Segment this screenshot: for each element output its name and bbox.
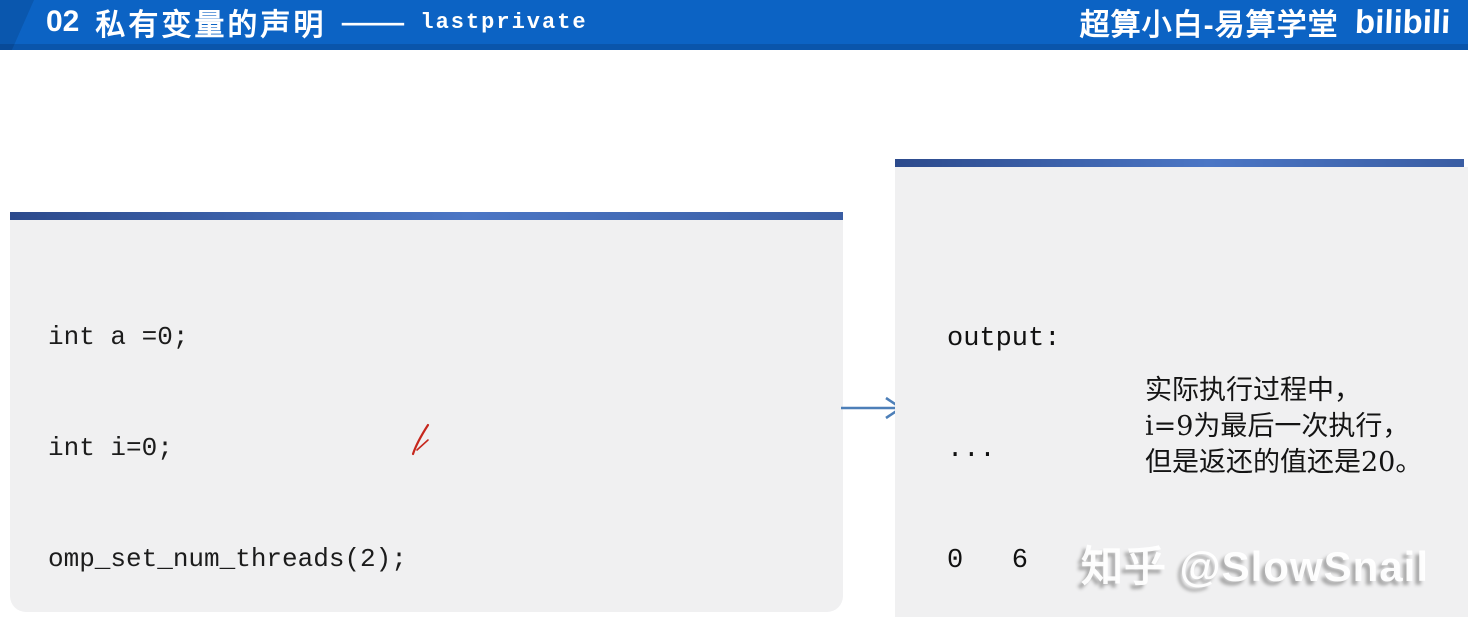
code-panel-accent-bar [10,212,843,220]
code-line: omp_set_num_threads(2); [48,544,407,574]
channel-name: 超算小白-易算学堂 [1079,9,1339,42]
annotation-line: i=9为最后一次执行， [1145,411,1410,442]
output-line: ... [947,435,996,465]
bilibili-logo: bilibili [1354,3,1451,40]
red-pen-mark-icon [411,423,430,456]
output-panel-body: output: ... 0 6 1 19 0 7 1 20 0 8 0 9 20… [895,167,1468,617]
code-line: int a =0; [48,322,189,352]
output-panel-accent-bar [895,159,1464,167]
code-line: int i=0; [48,433,173,463]
header-title-group: 02 私有变量的声明 — lastprivate [46,0,588,44]
output-block: output: ... 0 6 1 19 0 7 1 20 0 8 0 9 20 [895,167,1468,617]
header-bar: 02 私有变量的声明 — lastprivate 超算小白-易算学堂 bilib… [0,0,1468,50]
watermark: 知乎 @SlowSnail [1081,543,1429,590]
header-branding: 超算小白-易算学堂 bilibili [1079,0,1451,44]
title-dash: — [342,6,405,37]
page-title: 私有变量的声明 [95,9,327,42]
output-label: output: [947,324,1061,354]
annotation-line: 实际执行过程中， [1145,375,1361,406]
lesson-number: 02 [46,5,80,38]
output-line: 0 6 [947,546,1029,576]
code-block: int a =0; int i=0; omp_set_num_threads(2… [10,220,843,612]
annotation-text: 实际执行过程中， i=9为最后一次执行， 但是返还的值还是20。 [1145,373,1422,481]
code-panel: int a =0; int i=0; omp_set_num_threads(2… [10,212,843,612]
annotation-line: 但是返还的值还是20。 [1145,447,1423,478]
output-panel: output: ... 0 6 1 19 0 7 1 20 0 8 0 9 20… [895,159,1468,617]
page-subtitle: lastprivate [420,9,588,35]
